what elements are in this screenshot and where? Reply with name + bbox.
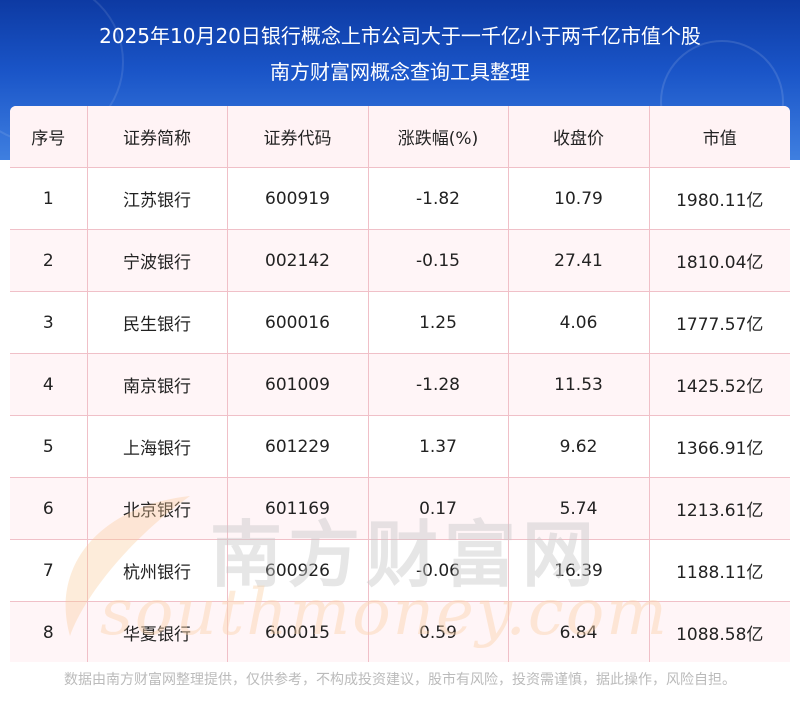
cell-code: 600926 bbox=[227, 539, 369, 602]
table-row: 2 宁波银行 002142 -0.15 27.41 1810.04亿 bbox=[10, 229, 790, 292]
cell-close: 9.62 bbox=[508, 415, 650, 478]
page-subtitle: 南方财富网概念查询工具整理 bbox=[270, 60, 530, 84]
table-row: 3 民生银行 600016 1.25 4.06 1777.57亿 bbox=[10, 291, 790, 354]
cell-market-cap: 1088.58亿 bbox=[649, 601, 790, 662]
page-title: 2025年10月20日银行概念上市公司大于一千亿小于两千亿市值个股 bbox=[99, 24, 701, 48]
cell-market-cap: 1366.91亿 bbox=[649, 415, 790, 478]
cell-close: 11.53 bbox=[508, 353, 650, 416]
cell-name: 宁波银行 bbox=[87, 229, 228, 292]
column-header-index: 序号 bbox=[10, 106, 88, 168]
cell-change: -0.06 bbox=[368, 539, 509, 602]
cell-market-cap: 1213.61亿 bbox=[649, 477, 790, 540]
table-row: 8 华夏银行 600015 0.59 6.84 1088.58亿 bbox=[10, 601, 790, 662]
cell-index: 5 bbox=[10, 415, 88, 478]
cell-index: 7 bbox=[10, 539, 88, 602]
decorative-circle bbox=[660, 40, 784, 160]
cell-index: 8 bbox=[10, 601, 88, 662]
cell-close: 4.06 bbox=[508, 291, 650, 354]
cell-code: 002142 bbox=[227, 229, 369, 292]
cell-index: 3 bbox=[10, 291, 88, 354]
cell-name: 南京银行 bbox=[87, 353, 228, 416]
cell-index: 2 bbox=[10, 229, 88, 292]
cell-market-cap: 1980.11亿 bbox=[649, 167, 790, 230]
cell-index: 4 bbox=[10, 353, 88, 416]
cell-change: 0.17 bbox=[368, 477, 509, 540]
cell-close: 27.41 bbox=[508, 229, 650, 292]
column-header-close: 收盘价 bbox=[508, 106, 650, 168]
cell-change: 1.25 bbox=[368, 291, 509, 354]
cell-change: 0.59 bbox=[368, 601, 509, 662]
cell-name: 华夏银行 bbox=[87, 601, 228, 662]
cell-name: 江苏银行 bbox=[87, 167, 228, 230]
table-header-row: 序号 证券简称 证券代码 涨跌幅(%) 收盘价 市值 bbox=[10, 106, 790, 168]
cell-name: 民生银行 bbox=[87, 291, 228, 354]
cell-change: -1.82 bbox=[368, 167, 509, 230]
cell-change: -0.15 bbox=[368, 229, 509, 292]
cell-change: 1.37 bbox=[368, 415, 509, 478]
column-header-name: 证券简称 bbox=[87, 106, 228, 168]
table-row: 4 南京银行 601009 -1.28 11.53 1425.52亿 bbox=[10, 353, 790, 416]
cell-market-cap: 1188.11亿 bbox=[649, 539, 790, 602]
cell-change: -1.28 bbox=[368, 353, 509, 416]
cell-close: 10.79 bbox=[508, 167, 650, 230]
cell-index: 1 bbox=[10, 167, 88, 230]
cell-close: 16.39 bbox=[508, 539, 650, 602]
cell-close: 5.74 bbox=[508, 477, 650, 540]
cell-index: 6 bbox=[10, 477, 88, 540]
cell-code: 600015 bbox=[227, 601, 369, 662]
cell-market-cap: 1810.04亿 bbox=[649, 229, 790, 292]
cell-code: 600016 bbox=[227, 291, 369, 354]
table-row: 7 杭州银行 600926 -0.06 16.39 1188.11亿 bbox=[10, 539, 790, 602]
column-header-code: 证券代码 bbox=[227, 106, 369, 168]
cell-code: 601229 bbox=[227, 415, 369, 478]
cell-market-cap: 1425.52亿 bbox=[649, 353, 790, 416]
table-row: 5 上海银行 601229 1.37 9.62 1366.91亿 bbox=[10, 415, 790, 478]
cell-code: 600919 bbox=[227, 167, 369, 230]
table-row: 1 江苏银行 600919 -1.82 10.79 1980.11亿 bbox=[10, 167, 790, 230]
cell-code: 601009 bbox=[227, 353, 369, 416]
cell-name: 杭州银行 bbox=[87, 539, 228, 602]
table-card: 序号 证券简称 证券代码 涨跌幅(%) 收盘价 市值 1 江苏银行 600919 -1… bbox=[10, 106, 790, 662]
cell-name: 上海银行 bbox=[87, 415, 228, 478]
column-header-change: 涨跌幅(%) bbox=[368, 106, 509, 168]
cell-close: 6.84 bbox=[508, 601, 650, 662]
column-header-market-cap: 市值 bbox=[649, 106, 790, 168]
cell-code: 601169 bbox=[227, 477, 369, 540]
cell-name: 北京银行 bbox=[87, 477, 228, 540]
disclaimer: 数据由南方财富网整理提供，仅供参考，不构成投资建议，股市有风险，投资需谨慎，据此… bbox=[64, 672, 736, 688]
table-row: 6 北京银行 601169 0.17 5.74 1213.61亿 bbox=[10, 477, 790, 540]
cell-market-cap: 1777.57亿 bbox=[649, 291, 790, 354]
stock-table: 序号 证券简称 证券代码 涨跌幅(%) 收盘价 市值 1 江苏银行 600919 -1… bbox=[10, 106, 790, 662]
